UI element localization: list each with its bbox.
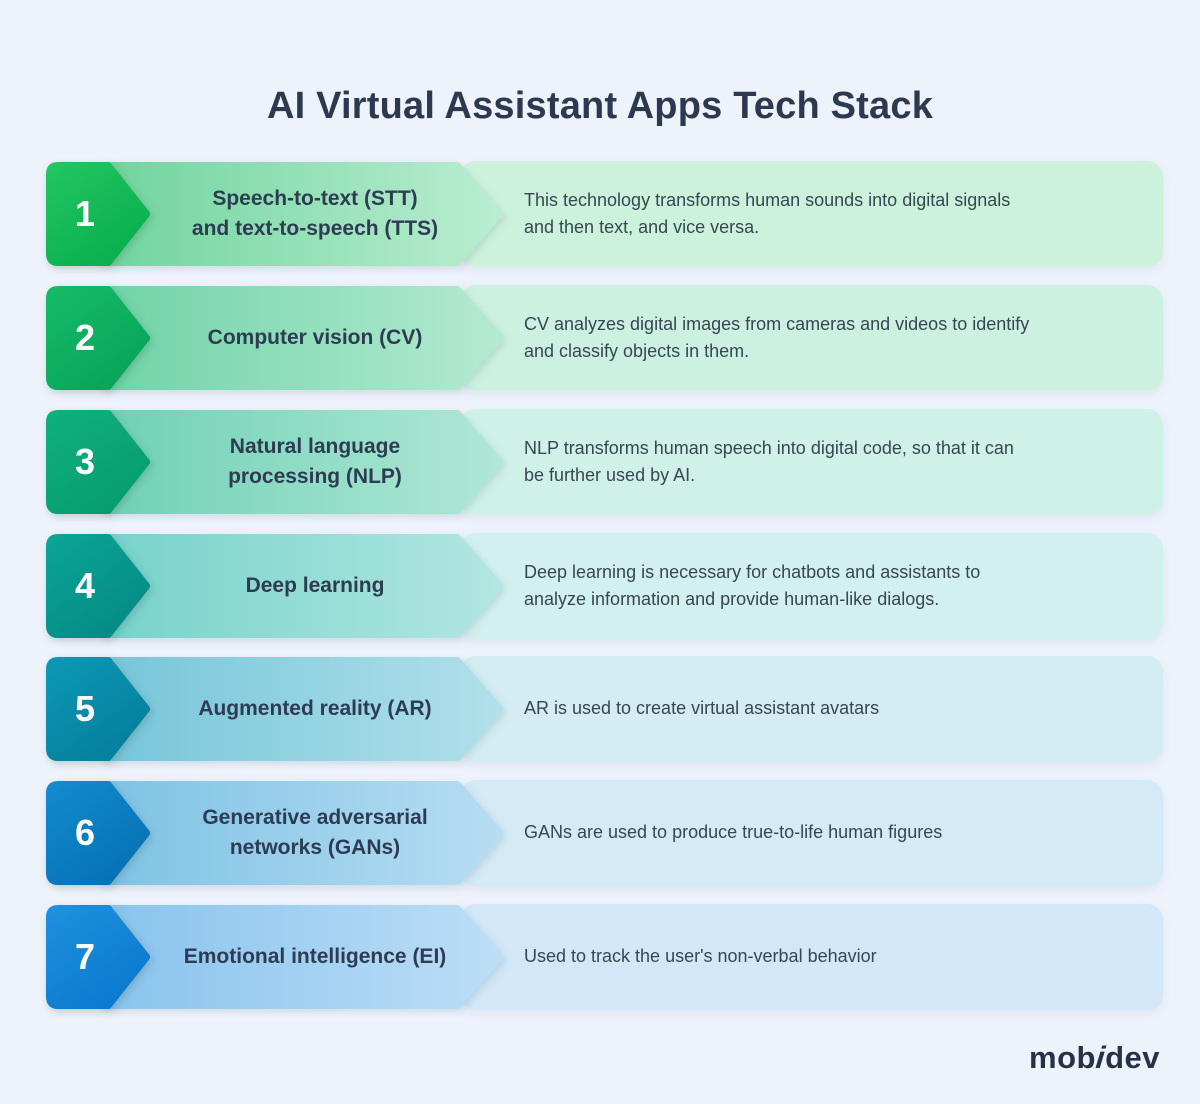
row-number: 6 (74, 812, 96, 853)
number-chevron-shape (46, 781, 150, 885)
row-label: Deep learning (245, 574, 385, 597)
row-number: 5 (74, 688, 96, 729)
tech-row-2: CV analyzes digital images from cameras … (0, 285, 1200, 391)
row-number: 1 (74, 193, 96, 234)
row-description: CV analyzes digital images from cameras … (524, 313, 1030, 362)
row-label: Natural language processing (NLP) (228, 435, 402, 488)
tech-row-3: NLP transforms human speech into digital… (0, 409, 1200, 515)
description-bar: Deep learning is necessary for chatbots … (460, 533, 1163, 639)
row-label: Augmented reality (AR) (198, 697, 432, 720)
mobidev-logo: mobidev (1029, 1040, 1160, 1076)
row-label: Generative adversarial networks (GANs) (202, 806, 428, 859)
description-bar: This technology transforms human sounds … (460, 161, 1163, 267)
description-bar: CV analyzes digital images from cameras … (460, 285, 1163, 391)
row-description: Used to track the user's non-verbal beha… (524, 946, 877, 967)
description-bar: Used to track the user's non-verbal beha… (460, 904, 1163, 1010)
row-description: AR is used to create virtual assistant a… (524, 698, 880, 719)
row-label: Computer vision (CV) (207, 326, 423, 349)
tech-row-4: Deep learning is necessary for chatbots … (0, 533, 1200, 639)
page-title: AI Virtual Assistant Apps Tech Stack (266, 85, 934, 128)
number-chevron-shape (46, 410, 150, 514)
description-bar: NLP transforms human speech into digital… (460, 409, 1163, 515)
description-bar: AR is used to create virtual assistant a… (460, 656, 1163, 762)
row-description: GANs are used to produce true-to-life hu… (524, 822, 943, 843)
number-chevron-shape (46, 162, 150, 266)
tech-row-5: AR is used to create virtual assistant a… (0, 656, 1200, 762)
row-number: 7 (74, 936, 96, 977)
tech-row-6: GANs are used to produce true-to-life hu… (0, 780, 1200, 886)
row-number: 4 (74, 565, 96, 606)
number-chevron-shape (46, 905, 150, 1009)
number-chevron-shape (46, 657, 150, 761)
row-number: 2 (74, 317, 96, 358)
logo-text: mob (1029, 1040, 1096, 1075)
row-label: Speech-to-text (STT) and text-to-speech … (191, 187, 439, 240)
description-bar: GANs are used to produce true-to-life hu… (460, 780, 1163, 886)
tech-row-7: Used to track the user's non-verbal beha… (0, 904, 1200, 1010)
row-description: Deep learning is necessary for chatbots … (524, 561, 981, 610)
logo-text: dev (1105, 1040, 1160, 1075)
row-label: Emotional intelligence (EI) (183, 945, 447, 968)
row-description: NLP transforms human speech into digital… (524, 437, 1014, 486)
row-description: This technology transforms human sounds … (524, 189, 1011, 238)
row-number: 3 (74, 441, 96, 482)
number-chevron-shape (46, 534, 150, 638)
tech-row-1: This technology transforms human sounds … (0, 161, 1200, 267)
number-chevron-shape (46, 286, 150, 390)
